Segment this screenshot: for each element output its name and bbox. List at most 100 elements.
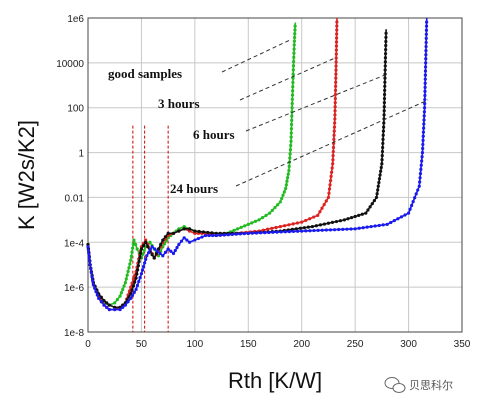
series-point — [127, 289, 132, 293]
series-point — [374, 195, 379, 200]
series-point — [403, 213, 407, 217]
series-point — [291, 72, 295, 76]
series-point — [292, 55, 296, 60]
series-point — [318, 210, 322, 214]
series-point — [300, 220, 304, 224]
series-point — [424, 40, 428, 45]
series-point — [91, 283, 95, 287]
series-point — [281, 193, 285, 197]
series-point — [331, 149, 335, 154]
series-point — [423, 97, 427, 102]
series-point — [230, 232, 234, 237]
series-point — [422, 122, 426, 126]
series-point — [210, 231, 214, 235]
series-point — [144, 240, 148, 244]
series-point — [294, 227, 298, 231]
series-point — [292, 47, 296, 51]
series-point — [196, 236, 201, 241]
series-point — [293, 28, 297, 32]
series-point — [187, 229, 192, 233]
series-point — [239, 225, 243, 229]
series-point — [293, 24, 297, 28]
series-point — [90, 275, 94, 279]
series-point — [125, 273, 129, 277]
series-point — [152, 256, 156, 260]
series-point — [173, 248, 177, 253]
series-point — [380, 149, 385, 154]
series-point — [353, 227, 357, 231]
series-point — [384, 43, 388, 48]
series-point — [330, 170, 334, 174]
series-point — [289, 143, 293, 148]
series-point — [99, 295, 103, 299]
series-point — [308, 217, 312, 221]
series-point — [163, 250, 168, 254]
series-point — [131, 277, 136, 281]
series-point — [193, 231, 197, 235]
series-point — [259, 231, 263, 235]
series-point — [270, 226, 274, 230]
series-point — [102, 303, 106, 307]
y-tick-label: 1e-6 — [64, 283, 84, 294]
series-point — [383, 52, 388, 56]
series-point — [334, 56, 338, 60]
series-point — [420, 150, 425, 155]
series-point — [316, 213, 320, 217]
series-point — [329, 174, 333, 179]
series-point — [312, 228, 316, 233]
series-point — [383, 84, 387, 88]
series-point — [366, 208, 370, 212]
series-point — [378, 173, 382, 177]
series-point — [377, 180, 381, 185]
series-point — [193, 229, 197, 233]
series-point — [335, 20, 339, 24]
series-point — [185, 238, 189, 242]
series-point — [334, 68, 338, 72]
series-point — [89, 271, 94, 275]
series-point — [331, 162, 335, 166]
series-point — [275, 230, 279, 234]
series-point — [203, 233, 208, 238]
series-point — [140, 268, 145, 272]
series-point — [383, 64, 387, 68]
series-point — [166, 231, 170, 235]
series-point — [148, 248, 152, 252]
series-point — [161, 254, 165, 258]
series-point — [328, 179, 333, 183]
series-point — [384, 48, 388, 52]
series-point — [257, 218, 261, 222]
x-tick-label: 0 — [85, 339, 91, 350]
series-point — [86, 245, 90, 249]
series-point — [420, 155, 424, 159]
series-point — [290, 101, 294, 106]
series-point — [384, 35, 388, 39]
series-point — [290, 110, 294, 114]
series-point — [250, 221, 254, 225]
series-point — [384, 39, 388, 44]
series-point — [200, 235, 204, 239]
series-point — [298, 226, 302, 230]
series-point — [128, 262, 132, 266]
series-point — [360, 212, 364, 216]
series-point — [263, 231, 267, 235]
series-point — [260, 216, 265, 220]
series-point — [380, 158, 384, 162]
series-point — [175, 245, 179, 250]
series-point — [334, 84, 338, 88]
series-point — [232, 228, 236, 232]
series-point — [383, 80, 387, 84]
series-point — [334, 219, 339, 224]
series-point — [105, 305, 109, 309]
series-point — [423, 65, 428, 69]
series-point — [334, 52, 338, 56]
series-point — [279, 230, 283, 234]
series-point — [324, 228, 328, 232]
plot-frame — [87, 17, 463, 333]
series-point — [290, 97, 294, 101]
series-point — [292, 39, 297, 43]
series-point — [291, 76, 295, 80]
series-point — [333, 113, 337, 117]
series-point — [335, 24, 339, 28]
series-point — [276, 203, 280, 207]
